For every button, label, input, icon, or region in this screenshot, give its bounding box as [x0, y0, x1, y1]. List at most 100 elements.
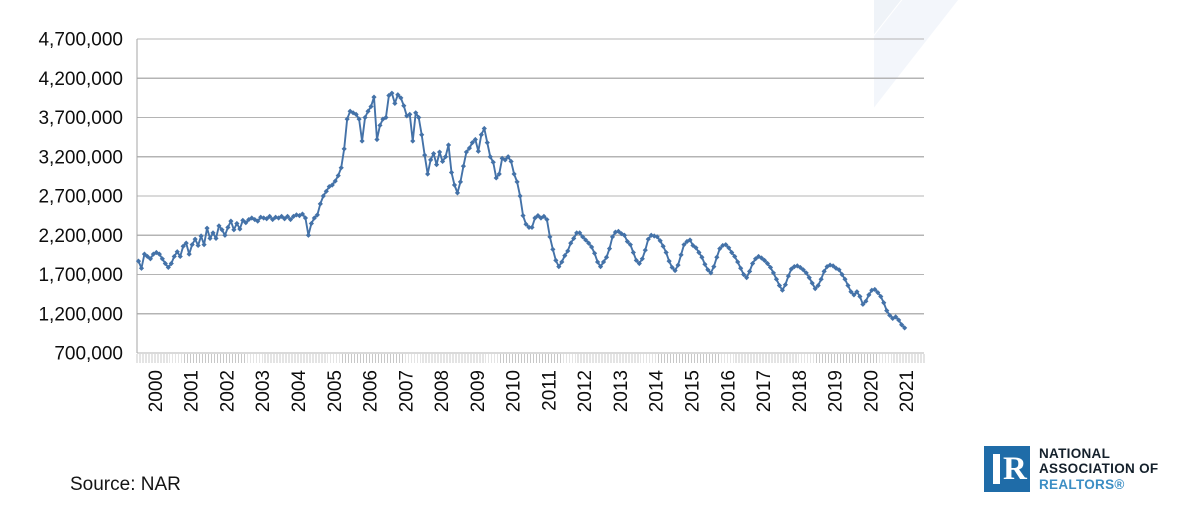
data-point-marker — [687, 237, 693, 243]
data-point-marker — [565, 248, 571, 254]
data-point-marker — [842, 276, 848, 282]
data-point-marker — [562, 253, 568, 259]
data-point-marker — [487, 154, 493, 160]
data-point-marker — [335, 172, 341, 179]
data-point-marker — [544, 216, 550, 223]
x-tick-label: 2014 — [647, 370, 668, 413]
x-tick-label: 2018 — [790, 370, 811, 412]
data-point-marker — [299, 211, 306, 217]
data-point-marker — [529, 224, 535, 230]
data-point-marker — [213, 235, 219, 241]
data-point-marker — [526, 224, 532, 230]
data-point-marker — [332, 178, 338, 184]
data-point-marker — [168, 260, 174, 267]
nar-logo: R NATIONAL ASSOCIATION OF REALTORS® — [984, 446, 1158, 493]
data-point-marker — [663, 249, 669, 256]
data-point-marker — [234, 220, 240, 227]
data-point-marker — [365, 108, 371, 114]
data-point-marker — [887, 312, 893, 318]
data-point-marker — [195, 242, 201, 249]
data-point-marker — [556, 264, 562, 270]
chart-canvas: 700,000 1,200,000 1,700,000 2,200,000 2,700,… — [38, 30, 925, 413]
data-point-marker — [276, 215, 282, 221]
data-point-marker — [732, 253, 738, 260]
data-point-marker — [460, 163, 467, 169]
data-point-marker — [583, 237, 589, 243]
x-tick-label: 2021 — [897, 370, 918, 412]
data-point-marker — [657, 238, 663, 244]
nar-logo-line-3: REALTORS® — [1039, 476, 1125, 492]
data-point-marker — [338, 165, 344, 171]
x-tick-label: 2016 — [718, 370, 739, 412]
data-point-marker — [672, 267, 678, 274]
data-point-marker — [666, 258, 672, 264]
data-point-marker — [580, 234, 586, 240]
data-point-marker — [502, 157, 508, 163]
data-point-marker — [135, 258, 142, 264]
data-point-marker — [419, 132, 425, 138]
data-point-marker — [228, 218, 234, 224]
data-point-marker — [830, 263, 836, 269]
y-tick-label: 2,200,000 — [38, 226, 123, 247]
data-point-marker — [222, 232, 228, 238]
data-point-marker — [496, 171, 502, 177]
data-point-marker — [794, 263, 800, 269]
data-point-marker — [478, 132, 484, 138]
data-point-marker — [702, 261, 708, 267]
data-point-marker — [147, 256, 154, 262]
data-point-marker — [681, 242, 687, 248]
data-point-marker — [281, 216, 288, 222]
data-point-marker — [422, 152, 428, 158]
data-point-marker — [428, 157, 434, 163]
data-point-marker — [514, 179, 520, 185]
data-point-marker — [812, 286, 818, 292]
data-point-marker — [630, 249, 636, 256]
data-point-marker — [577, 230, 583, 236]
data-point-marker — [448, 169, 455, 176]
data-point-marker — [374, 136, 380, 143]
data-point-marker — [586, 240, 592, 246]
data-point-marker — [872, 286, 878, 293]
nar-logo-wordmark: NATIONAL ASSOCIATION OF REALTORS® — [1039, 446, 1158, 492]
data-point-marker — [445, 142, 452, 148]
data-point-marker — [466, 145, 472, 151]
data-point-marker — [654, 234, 660, 240]
data-point-marker — [317, 201, 323, 207]
data-point-marker — [278, 213, 285, 220]
data-point-marker — [314, 212, 320, 218]
data-point-marker — [875, 289, 881, 296]
data-point-marker — [717, 245, 723, 252]
data-point-marker — [633, 257, 639, 263]
x-tick-label: 2007 — [396, 370, 417, 412]
data-point-marker — [207, 235, 213, 241]
data-point-marker — [744, 275, 750, 281]
series-existing-home-sales — [137, 92, 906, 329]
data-point-marker — [368, 103, 374, 110]
data-point-marker — [720, 242, 726, 249]
data-point-marker — [806, 275, 812, 281]
x-tick-label: 2004 — [289, 370, 310, 413]
data-point-marker — [177, 253, 183, 260]
data-point-marker — [899, 322, 905, 328]
data-point-marker — [693, 245, 699, 251]
data-point-marker — [788, 266, 794, 272]
data-point-marker — [741, 271, 747, 278]
data-point-marker — [523, 221, 529, 227]
y-tick-label: 4,200,000 — [38, 69, 123, 90]
data-point-marker — [517, 193, 523, 199]
data-point-marker — [141, 251, 148, 257]
data-point-marker — [779, 287, 785, 293]
data-point-marker — [857, 293, 863, 300]
data-point-marker — [323, 188, 329, 194]
nar-mark-bar — [993, 454, 1000, 485]
x-tick-label: 2003 — [253, 370, 274, 412]
data-point-marker — [270, 216, 276, 223]
data-point-marker — [305, 232, 312, 238]
data-point-marker — [457, 179, 464, 185]
data-point-marker — [699, 254, 705, 260]
x-tick-label: 2012 — [575, 370, 596, 412]
data-point-marker — [356, 116, 362, 122]
data-point-marker — [243, 220, 249, 226]
data-point-marker — [735, 259, 741, 265]
data-point-marker — [815, 282, 821, 289]
